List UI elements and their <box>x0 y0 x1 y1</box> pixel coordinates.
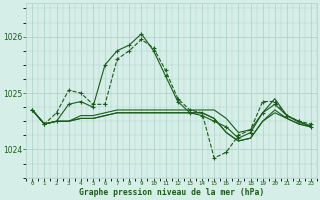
X-axis label: Graphe pression niveau de la mer (hPa): Graphe pression niveau de la mer (hPa) <box>79 188 264 197</box>
